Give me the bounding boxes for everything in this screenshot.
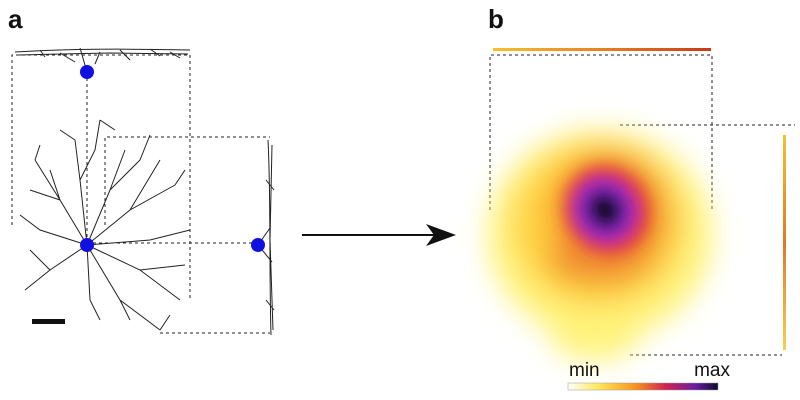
- soma-marker: [251, 238, 265, 252]
- neuron-a: [11, 47, 275, 336]
- density-map: [488, 48, 795, 360]
- panel-label: b: [488, 4, 504, 34]
- soma-marker: [80, 65, 94, 79]
- colorbar-max-label: max: [694, 360, 730, 381]
- colorbar: min max: [567, 360, 730, 391]
- panel-label: a: [8, 4, 23, 34]
- colorbar-min-label: min: [569, 360, 600, 381]
- arrow: [302, 224, 456, 246]
- scale-bar: [32, 319, 65, 324]
- soma-marker: [80, 238, 94, 252]
